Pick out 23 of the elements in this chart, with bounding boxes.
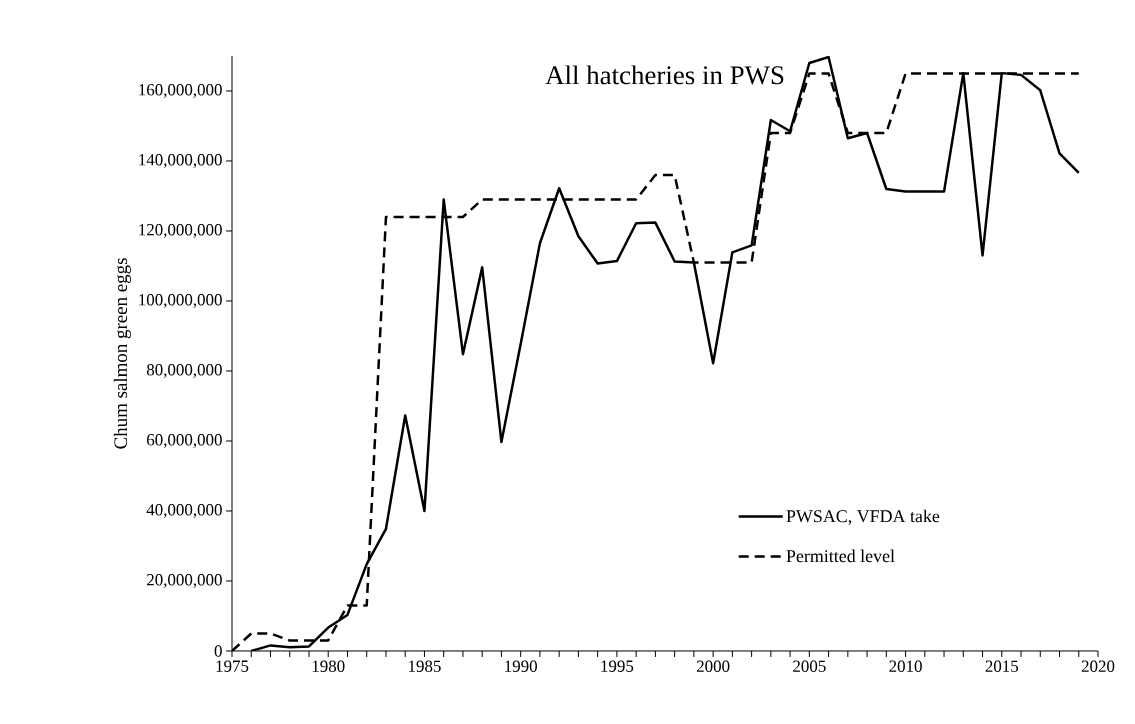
- y-tick-label: 120,000,000: [139, 224, 222, 238]
- x-tick-label: 1975: [216, 660, 249, 672]
- y-tick-label: 60,000,000: [147, 434, 222, 448]
- y-tick-label: 40,000,000: [146, 504, 222, 518]
- x-tick-label: 1980: [312, 660, 345, 672]
- x-tick-label: 2010: [889, 660, 922, 672]
- y-tick-label: 20,000,000: [147, 574, 222, 588]
- x-tick-label: 2000: [696, 660, 730, 672]
- y-tick-label: 80,000,000: [146, 364, 222, 378]
- x-tick-label: 2005: [793, 660, 826, 672]
- x-tick-label: 2020: [1081, 660, 1115, 672]
- y-axis-title: Chum salmon green eggs: [113, 258, 131, 449]
- x-tick-label: 1995: [601, 660, 634, 672]
- x-tick-label: 1985: [409, 660, 441, 672]
- y-tick-label: 100,000,000: [139, 294, 222, 308]
- chart-title: All hatcheries in PWS: [545, 65, 784, 85]
- x-tick-label: 1990: [505, 660, 537, 672]
- legend-label: PWSAC, VFDA take: [786, 509, 940, 525]
- y-tick-label: 140,000,000: [139, 154, 222, 168]
- y-tick-label: 160,000,000: [139, 84, 222, 98]
- y-tick-label: 0: [214, 645, 222, 657]
- legend-label: Permitted level: [786, 549, 895, 563]
- x-tick-label: 2015: [985, 660, 1019, 672]
